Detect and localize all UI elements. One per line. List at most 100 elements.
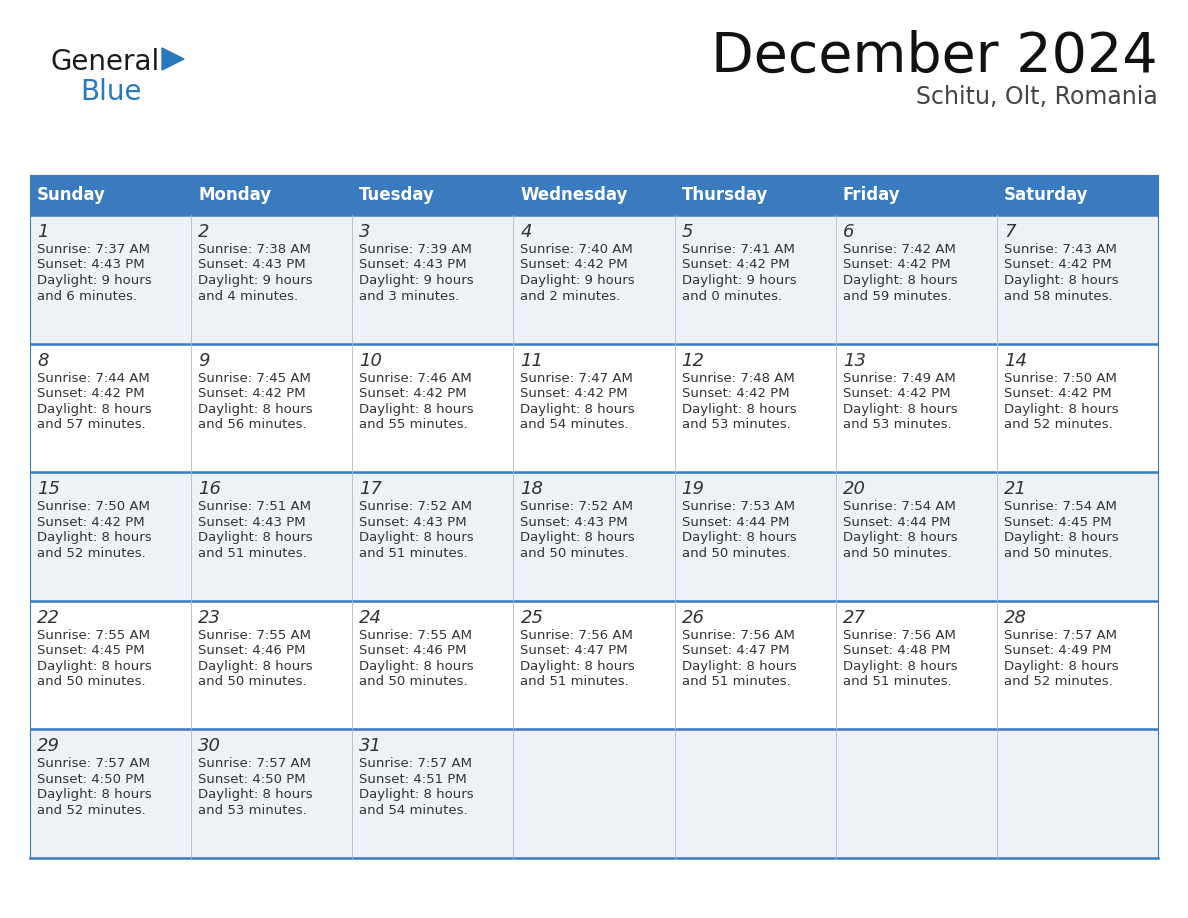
- Bar: [353, 175, 513, 215]
- Text: Wednesday: Wednesday: [520, 186, 627, 204]
- Text: and 54 minutes.: and 54 minutes.: [359, 804, 468, 817]
- Text: and 56 minutes.: and 56 minutes.: [198, 418, 307, 431]
- Text: 19: 19: [682, 480, 704, 498]
- Text: and 59 minutes.: and 59 minutes.: [842, 289, 952, 303]
- Text: and 53 minutes.: and 53 minutes.: [682, 418, 790, 431]
- Bar: [513, 472, 675, 600]
- Text: Sunset: 4:50 PM: Sunset: 4:50 PM: [37, 773, 145, 786]
- Text: Sunset: 4:42 PM: Sunset: 4:42 PM: [682, 259, 789, 272]
- Text: 20: 20: [842, 480, 866, 498]
- Text: Daylight: 8 hours: Daylight: 8 hours: [37, 532, 152, 544]
- Bar: [835, 600, 997, 730]
- Text: Sunrise: 7:43 AM: Sunrise: 7:43 AM: [1004, 243, 1117, 256]
- Text: Sunrise: 7:47 AM: Sunrise: 7:47 AM: [520, 372, 633, 385]
- Text: 14: 14: [1004, 352, 1026, 370]
- Text: Sunset: 4:45 PM: Sunset: 4:45 PM: [1004, 516, 1112, 529]
- Text: 29: 29: [37, 737, 61, 756]
- Text: Sunset: 4:47 PM: Sunset: 4:47 PM: [682, 644, 789, 657]
- Text: Sunrise: 7:56 AM: Sunrise: 7:56 AM: [842, 629, 955, 642]
- Text: Sunrise: 7:42 AM: Sunrise: 7:42 AM: [842, 243, 955, 256]
- Bar: [353, 215, 513, 343]
- Bar: [675, 472, 835, 600]
- Text: Daylight: 8 hours: Daylight: 8 hours: [842, 660, 958, 673]
- Text: and 50 minutes.: and 50 minutes.: [198, 676, 307, 688]
- Text: Sunset: 4:42 PM: Sunset: 4:42 PM: [198, 387, 305, 400]
- Text: Saturday: Saturday: [1004, 186, 1088, 204]
- Text: Daylight: 8 hours: Daylight: 8 hours: [1004, 274, 1118, 287]
- Text: Sunset: 4:42 PM: Sunset: 4:42 PM: [520, 259, 628, 272]
- Text: Sunset: 4:43 PM: Sunset: 4:43 PM: [359, 259, 467, 272]
- Bar: [835, 215, 997, 343]
- Bar: [30, 175, 191, 215]
- Text: Daylight: 8 hours: Daylight: 8 hours: [682, 403, 796, 416]
- Text: Sunrise: 7:54 AM: Sunrise: 7:54 AM: [842, 500, 955, 513]
- Bar: [191, 472, 353, 600]
- Text: Daylight: 8 hours: Daylight: 8 hours: [520, 403, 636, 416]
- Bar: [835, 343, 997, 472]
- Text: Daylight: 8 hours: Daylight: 8 hours: [198, 789, 312, 801]
- Bar: [513, 175, 675, 215]
- Text: and 6 minutes.: and 6 minutes.: [37, 289, 137, 303]
- Text: Sunrise: 7:51 AM: Sunrise: 7:51 AM: [198, 500, 311, 513]
- Text: Daylight: 8 hours: Daylight: 8 hours: [682, 532, 796, 544]
- Text: Sunset: 4:42 PM: Sunset: 4:42 PM: [682, 387, 789, 400]
- Text: and 51 minutes.: and 51 minutes.: [520, 676, 630, 688]
- Text: and 2 minutes.: and 2 minutes.: [520, 289, 620, 303]
- Text: and 53 minutes.: and 53 minutes.: [198, 804, 307, 817]
- Text: Daylight: 8 hours: Daylight: 8 hours: [682, 660, 796, 673]
- Text: 18: 18: [520, 480, 543, 498]
- Text: 16: 16: [198, 480, 221, 498]
- Text: Daylight: 8 hours: Daylight: 8 hours: [37, 789, 152, 801]
- Text: Blue: Blue: [80, 78, 141, 106]
- Bar: [675, 343, 835, 472]
- Text: Daylight: 9 hours: Daylight: 9 hours: [37, 274, 152, 287]
- Text: and 50 minutes.: and 50 minutes.: [359, 676, 468, 688]
- Text: Sunrise: 7:52 AM: Sunrise: 7:52 AM: [520, 500, 633, 513]
- Text: Sunset: 4:46 PM: Sunset: 4:46 PM: [359, 644, 467, 657]
- Text: 27: 27: [842, 609, 866, 627]
- Bar: [513, 730, 675, 858]
- Text: Sunset: 4:42 PM: Sunset: 4:42 PM: [842, 259, 950, 272]
- Text: and 51 minutes.: and 51 minutes.: [682, 676, 790, 688]
- Text: Sunrise: 7:57 AM: Sunrise: 7:57 AM: [1004, 629, 1117, 642]
- Text: Daylight: 8 hours: Daylight: 8 hours: [842, 532, 958, 544]
- Text: 25: 25: [520, 609, 543, 627]
- Text: 1: 1: [37, 223, 49, 241]
- Text: and 51 minutes.: and 51 minutes.: [842, 676, 952, 688]
- Text: 11: 11: [520, 352, 543, 370]
- Text: Sunset: 4:50 PM: Sunset: 4:50 PM: [198, 773, 305, 786]
- Text: Sunset: 4:42 PM: Sunset: 4:42 PM: [37, 516, 145, 529]
- Text: Sunrise: 7:41 AM: Sunrise: 7:41 AM: [682, 243, 795, 256]
- Text: Daylight: 9 hours: Daylight: 9 hours: [198, 274, 312, 287]
- Text: Sunset: 4:49 PM: Sunset: 4:49 PM: [1004, 644, 1111, 657]
- Text: Sunrise: 7:50 AM: Sunrise: 7:50 AM: [37, 500, 150, 513]
- Text: and 51 minutes.: and 51 minutes.: [198, 547, 307, 560]
- Text: Daylight: 8 hours: Daylight: 8 hours: [1004, 532, 1118, 544]
- Text: December 2024: December 2024: [712, 30, 1158, 84]
- Text: Sunrise: 7:44 AM: Sunrise: 7:44 AM: [37, 372, 150, 385]
- Text: 2: 2: [198, 223, 209, 241]
- Text: 22: 22: [37, 609, 61, 627]
- Text: Daylight: 8 hours: Daylight: 8 hours: [520, 532, 636, 544]
- Text: 8: 8: [37, 352, 49, 370]
- Text: and 0 minutes.: and 0 minutes.: [682, 289, 782, 303]
- Bar: [353, 343, 513, 472]
- Text: Sunset: 4:42 PM: Sunset: 4:42 PM: [842, 387, 950, 400]
- Text: and 50 minutes.: and 50 minutes.: [1004, 547, 1112, 560]
- Bar: [353, 730, 513, 858]
- Text: Sunset: 4:47 PM: Sunset: 4:47 PM: [520, 644, 628, 657]
- Text: Sunrise: 7:53 AM: Sunrise: 7:53 AM: [682, 500, 795, 513]
- Text: Sunrise: 7:55 AM: Sunrise: 7:55 AM: [198, 629, 311, 642]
- Text: Sunrise: 7:52 AM: Sunrise: 7:52 AM: [359, 500, 473, 513]
- Text: Sunday: Sunday: [37, 186, 106, 204]
- Bar: [191, 343, 353, 472]
- Text: Sunset: 4:43 PM: Sunset: 4:43 PM: [520, 516, 628, 529]
- Text: Sunset: 4:42 PM: Sunset: 4:42 PM: [520, 387, 628, 400]
- Text: Sunrise: 7:54 AM: Sunrise: 7:54 AM: [1004, 500, 1117, 513]
- Text: Sunrise: 7:55 AM: Sunrise: 7:55 AM: [359, 629, 473, 642]
- Text: Daylight: 8 hours: Daylight: 8 hours: [359, 789, 474, 801]
- Text: Sunset: 4:45 PM: Sunset: 4:45 PM: [37, 644, 145, 657]
- Text: 10: 10: [359, 352, 383, 370]
- Bar: [191, 730, 353, 858]
- Text: Sunrise: 7:50 AM: Sunrise: 7:50 AM: [1004, 372, 1117, 385]
